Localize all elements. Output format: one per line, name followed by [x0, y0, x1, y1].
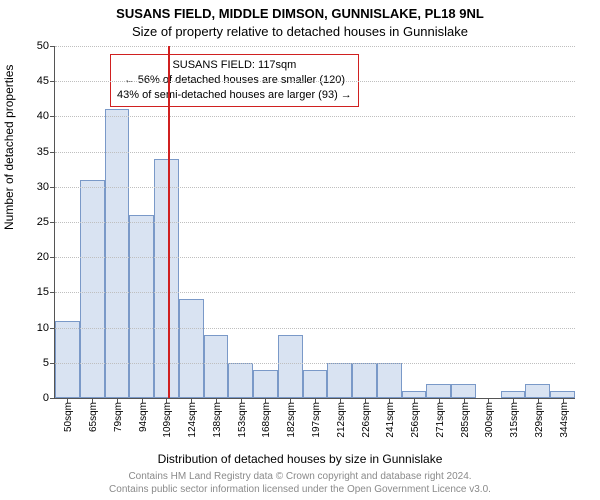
- xtick-label: 300sqm: [484, 402, 495, 438]
- bar: [525, 384, 550, 398]
- attribution-line1: Contains HM Land Registry data © Crown c…: [0, 471, 600, 484]
- ytick-label: 15: [37, 286, 49, 298]
- bar: [451, 384, 476, 398]
- gridline: [55, 257, 575, 258]
- ytick-mark: [50, 257, 55, 258]
- xtick-label: 226sqm: [361, 402, 372, 438]
- xtick-label: 256sqm: [410, 402, 421, 438]
- xtick-label: 197sqm: [311, 402, 322, 438]
- bar: [377, 363, 402, 398]
- ytick-label: 35: [37, 146, 49, 158]
- bar: [327, 363, 352, 398]
- marker-line: [168, 46, 170, 398]
- ytick-label: 10: [37, 322, 49, 334]
- xtick-label: 285sqm: [460, 402, 471, 438]
- xtick-label: 271sqm: [435, 402, 446, 438]
- ytick-mark: [50, 398, 55, 399]
- bar: [253, 370, 278, 398]
- bar: [352, 363, 377, 398]
- ytick-label: 20: [37, 251, 49, 263]
- bar: [80, 180, 105, 398]
- ytick-mark: [50, 81, 55, 82]
- ytick-label: 30: [37, 181, 49, 193]
- gridline: [55, 152, 575, 153]
- gridline: [55, 363, 575, 364]
- attribution: Contains HM Land Registry data © Crown c…: [0, 471, 600, 496]
- ytick-label: 45: [37, 75, 49, 87]
- ytick-mark: [50, 222, 55, 223]
- bar: [278, 335, 303, 398]
- annotation-line3: 43% of semi-detached houses are larger (…: [117, 88, 352, 103]
- ytick-mark: [50, 187, 55, 188]
- plot-area: SUSANS FIELD: 117sqm ← 56% of detached h…: [54, 46, 575, 399]
- ytick-label: 25: [37, 216, 49, 228]
- xtick-label: 94sqm: [138, 402, 149, 432]
- xtick-label: 182sqm: [286, 402, 297, 438]
- bar: [129, 215, 154, 398]
- xtick-label: 124sqm: [187, 402, 198, 438]
- ytick-mark: [50, 116, 55, 117]
- gridline: [55, 187, 575, 188]
- xtick-label: 168sqm: [261, 402, 272, 438]
- chart-title-line1: SUSANS FIELD, MIDDLE DIMSON, GUNNISLAKE,…: [0, 6, 600, 21]
- xtick-label: 344sqm: [559, 402, 570, 438]
- xtick-label: 138sqm: [212, 402, 223, 438]
- y-axis-label: Number of detached properties: [2, 65, 16, 230]
- bar: [303, 370, 328, 398]
- bar: [426, 384, 451, 398]
- x-axis-label: Distribution of detached houses by size …: [0, 452, 600, 466]
- xtick-label: 329sqm: [534, 402, 545, 438]
- ytick-mark: [50, 328, 55, 329]
- gridline: [55, 46, 575, 47]
- xtick-label: 241sqm: [385, 402, 396, 438]
- bar: [55, 321, 80, 398]
- xtick-label: 65sqm: [88, 402, 99, 432]
- xtick-label: 212sqm: [336, 402, 347, 438]
- ytick-label: 0: [43, 392, 49, 404]
- attribution-line2: Contains public sector information licen…: [0, 484, 600, 497]
- xtick-label: 109sqm: [162, 402, 173, 438]
- bar: [179, 299, 204, 398]
- xtick-label: 79sqm: [113, 402, 124, 432]
- ytick-mark: [50, 46, 55, 47]
- bar: [501, 391, 526, 398]
- annotation-line1: SUSANS FIELD: 117sqm: [117, 58, 352, 73]
- ytick-mark: [50, 292, 55, 293]
- ytick-mark: [50, 363, 55, 364]
- gridline: [55, 328, 575, 329]
- xtick-label: 315sqm: [509, 402, 520, 438]
- ytick-label: 50: [37, 40, 49, 52]
- xtick-label: 50sqm: [63, 402, 74, 432]
- gridline: [55, 292, 575, 293]
- ytick-label: 5: [43, 357, 49, 369]
- gridline: [55, 222, 575, 223]
- bar: [550, 391, 575, 398]
- gridline: [55, 116, 575, 117]
- ytick-mark: [50, 152, 55, 153]
- bar: [204, 335, 229, 398]
- chart-title-line2: Size of property relative to detached ho…: [0, 24, 600, 39]
- ytick-label: 40: [37, 110, 49, 122]
- bar: [228, 363, 253, 398]
- xtick-label: 153sqm: [237, 402, 248, 438]
- bar: [105, 109, 130, 398]
- gridline: [55, 81, 575, 82]
- bar: [402, 391, 427, 398]
